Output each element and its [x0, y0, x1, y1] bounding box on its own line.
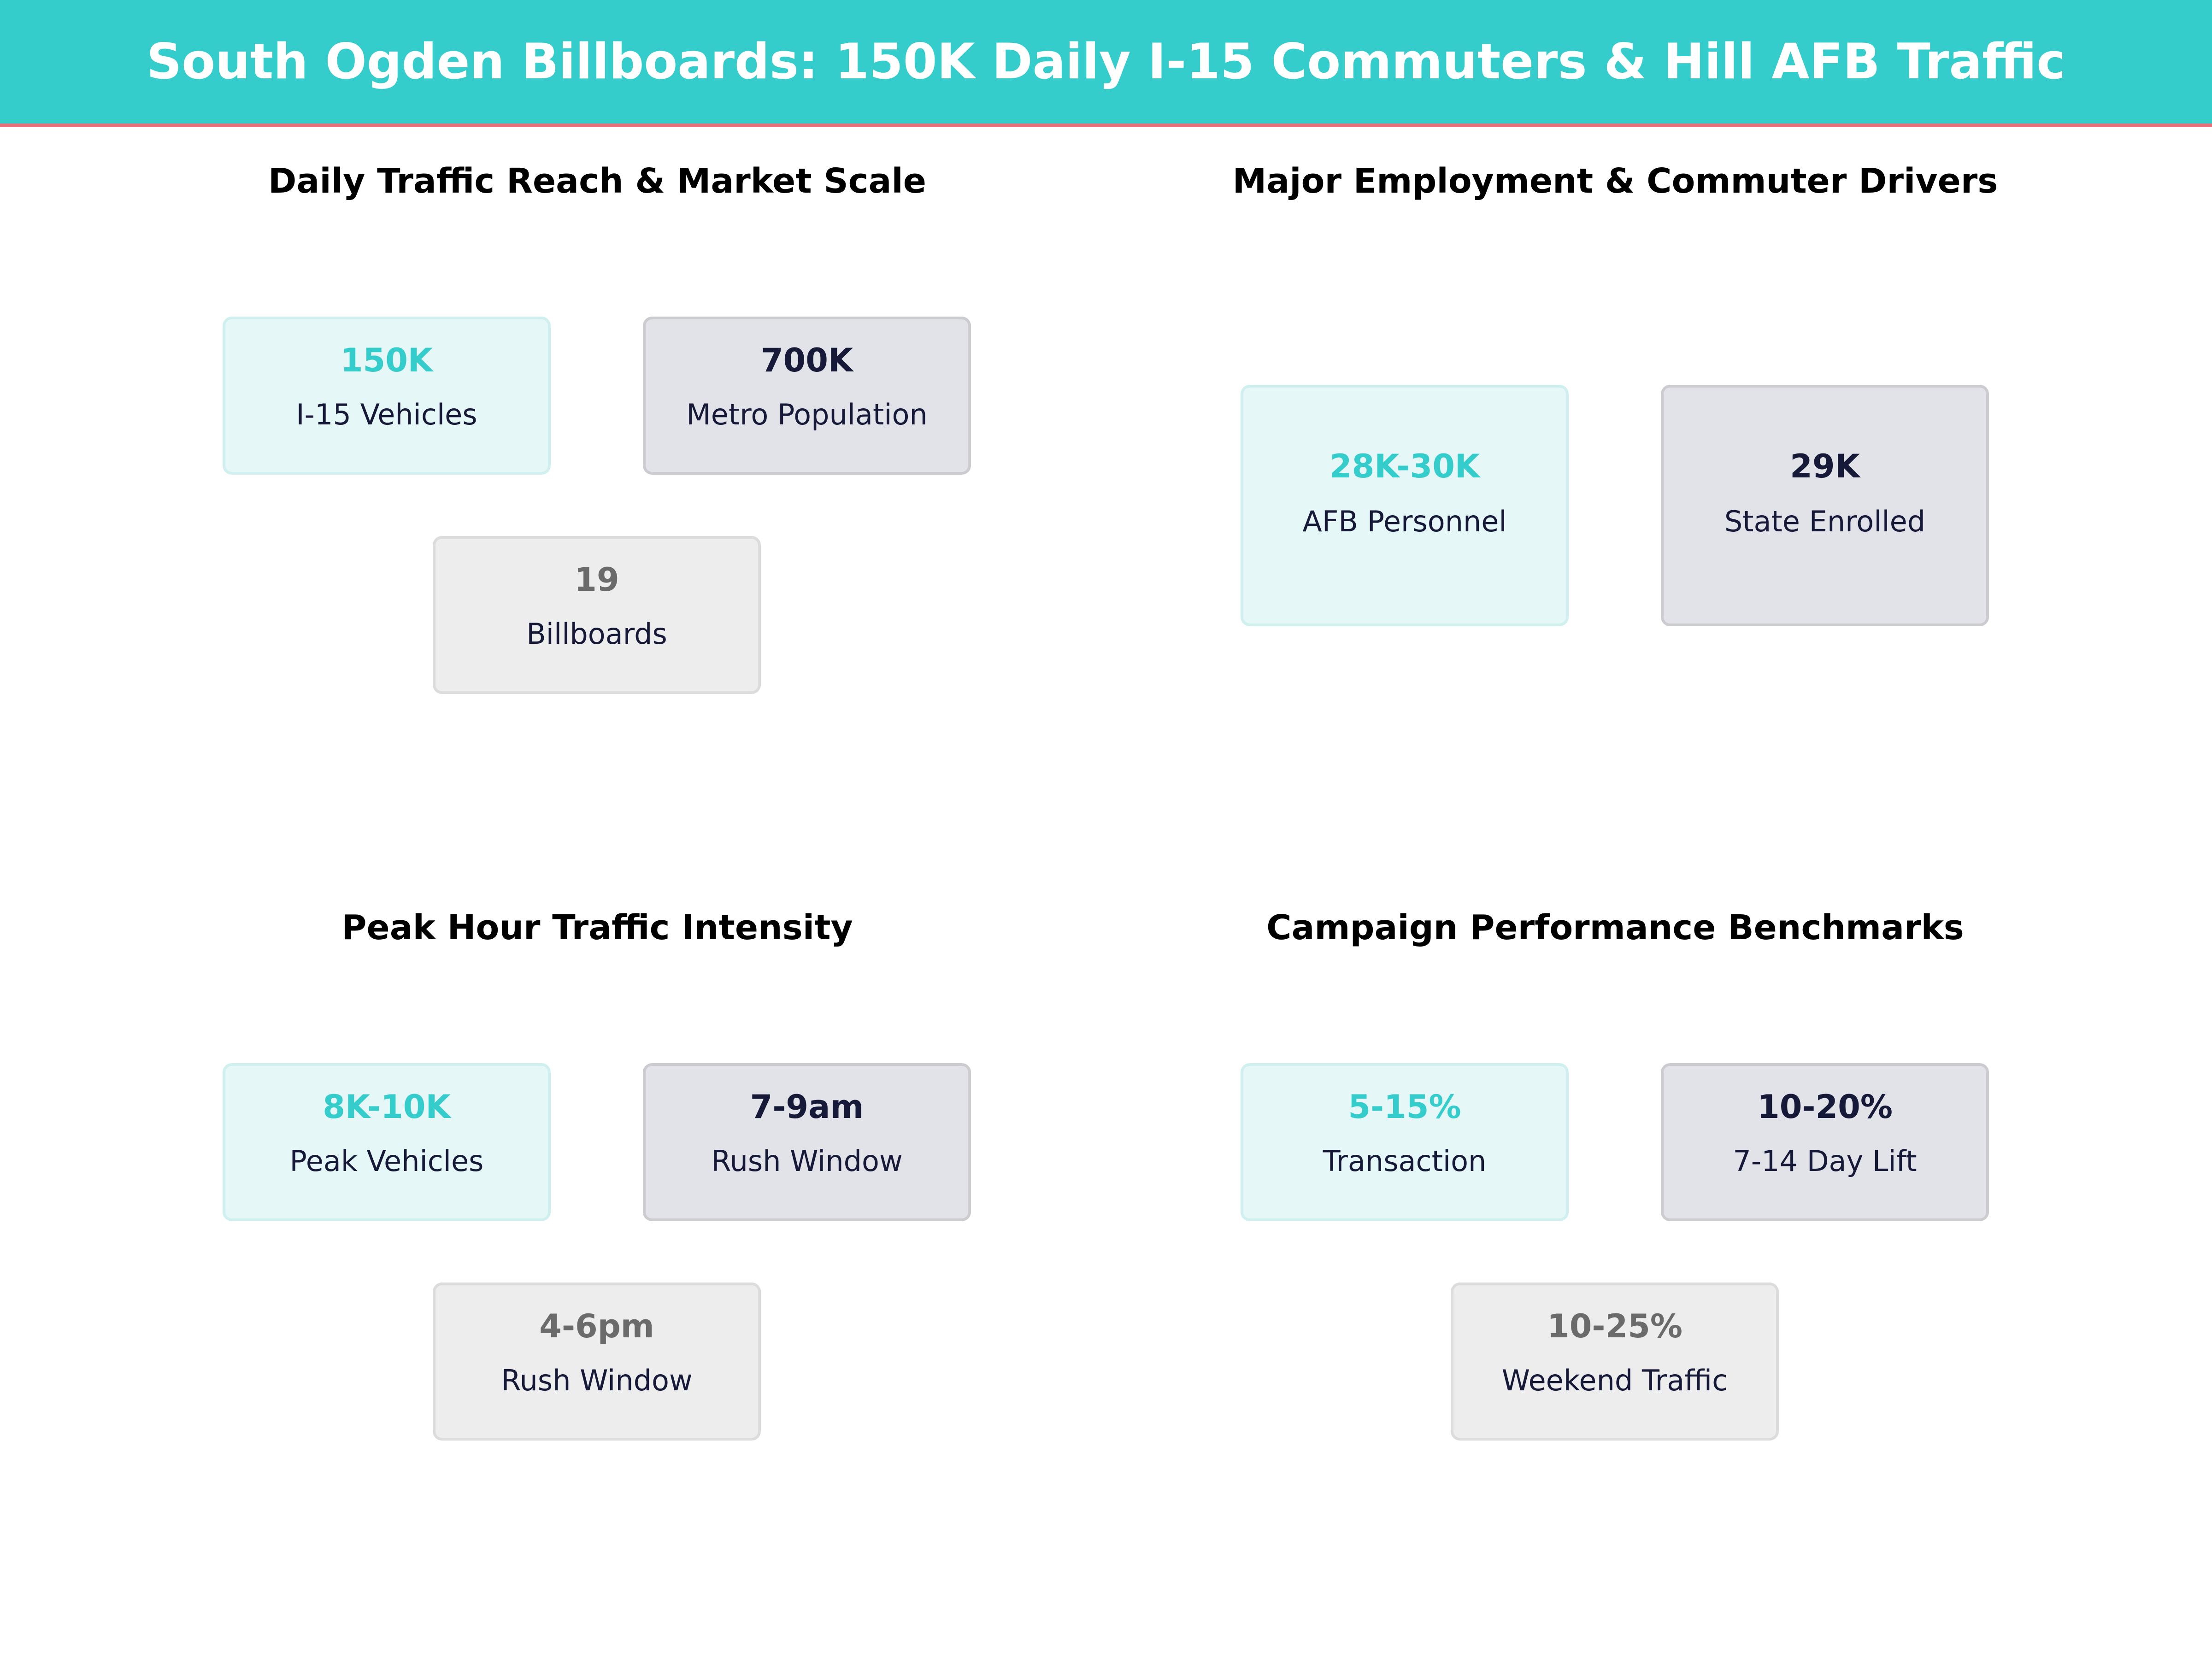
metric-card-peak-vehicles: 8K-10K Peak Vehicles: [223, 1063, 551, 1221]
metric-value: 19: [574, 561, 619, 599]
metric-value: 150K: [340, 341, 433, 379]
metric-value: 28K-30K: [1329, 447, 1480, 485]
metric-value: 8K-10K: [323, 1088, 451, 1126]
metric-label: I-15 Vehicles: [296, 398, 477, 431]
metric-card-morning-rush: 7-9am Rush Window: [643, 1063, 971, 1221]
metric-value: 10-25%: [1547, 1307, 1683, 1345]
metric-value: 29K: [1790, 447, 1860, 485]
metric-label: 7-14 Day Lift: [1733, 1144, 1917, 1178]
metric-card-billboards: 19 Billboards: [433, 536, 761, 694]
panel-title: Daily Traffic Reach & Market Scale: [268, 161, 926, 201]
header-banner: South Ogden Billboards: 150K Daily I-15 …: [0, 0, 2212, 127]
panel-title: Major Employment & Commuter Drivers: [1232, 161, 1998, 201]
panel-title: Campaign Performance Benchmarks: [1266, 908, 1964, 947]
metric-value: 700K: [760, 341, 853, 379]
metric-label: Weekend Traffic: [1501, 1364, 1728, 1397]
panel-title: Peak Hour Traffic Intensity: [341, 908, 853, 947]
metric-value: 4-6pm: [539, 1307, 654, 1345]
metric-card-state-enrolled: 29K State Enrolled: [1661, 385, 1989, 626]
page-title: South Ogden Billboards: 150K Daily I-15 …: [146, 33, 2066, 90]
metric-card-metro-population: 700K Metro Population: [643, 317, 971, 475]
metric-label: Rush Window: [501, 1364, 693, 1397]
metric-label: Billboards: [526, 617, 667, 651]
metric-value: 5-15%: [1348, 1088, 1461, 1126]
metric-card-evening-rush: 4-6pm Rush Window: [433, 1282, 761, 1441]
metric-label: Peak Vehicles: [289, 1144, 484, 1178]
metric-card-weekend-traffic: 10-25% Weekend Traffic: [1451, 1282, 1779, 1441]
metric-label: Transaction: [1323, 1144, 1487, 1178]
metric-value: 7-9am: [750, 1088, 864, 1126]
metric-label: State Enrolled: [1724, 505, 1926, 538]
metric-card-day-lift: 10-20% 7-14 Day Lift: [1661, 1063, 1989, 1221]
metric-card-i15-vehicles: 150K I-15 Vehicles: [223, 317, 551, 475]
metric-label: Metro Population: [686, 398, 928, 431]
metric-card-transaction: 5-15% Transaction: [1241, 1063, 1569, 1221]
metric-value: 10-20%: [1757, 1088, 1893, 1126]
metric-label: Rush Window: [711, 1144, 903, 1178]
metric-label: AFB Personnel: [1302, 505, 1507, 538]
metric-card-afb-personnel: 28K-30K AFB Personnel: [1241, 385, 1569, 626]
